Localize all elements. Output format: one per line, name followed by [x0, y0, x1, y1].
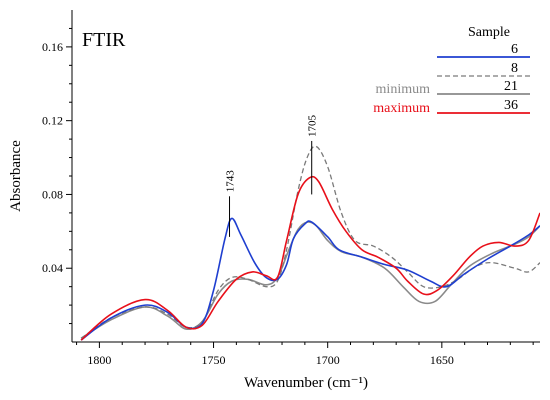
y-tick-label: 0.08: [42, 187, 63, 201]
x-tick-label: 1650: [430, 353, 454, 367]
legend-label-36: 36: [504, 98, 518, 113]
series-line-21: [80, 221, 540, 339]
legend-label-21: 21: [504, 79, 518, 94]
peak-label-1743: 1743: [225, 170, 237, 193]
series-line-8: [80, 145, 540, 339]
y-tick-label: 0.16: [42, 40, 63, 54]
ticks-layer: 1800 1750 1700 1650 0.04 0.08 0.12 0.16: [42, 27, 534, 367]
y-tick-label: 0.04: [42, 261, 63, 275]
legend-label-6: 6: [511, 42, 518, 57]
legend-note-maximum: maximum: [373, 101, 430, 116]
legend-title: Sample: [468, 25, 510, 40]
chart-title: FTIR: [82, 29, 126, 51]
legend-label-8: 8: [511, 61, 518, 76]
legend: Sample 6 8 21 minimum 36 maximum: [373, 25, 530, 116]
annotation-layer: 1743 1705: [225, 114, 319, 237]
y-axis-label: Absorbance: [8, 140, 24, 212]
x-tick-label: 1800: [87, 353, 111, 367]
y-tick-label: 0.12: [42, 114, 63, 128]
axes-layer: [71, 10, 540, 343]
series-line-6: [80, 217, 540, 341]
legend-note-minimum: minimum: [376, 82, 431, 97]
series-layer: [80, 145, 540, 341]
series-line-36: [80, 175, 540, 341]
x-axis-label: Wavenumber (cm⁻¹): [244, 375, 368, 391]
x-tick-label: 1700: [316, 353, 340, 367]
peak-label-1705: 1705: [307, 114, 319, 137]
x-tick-label: 1750: [202, 353, 226, 367]
